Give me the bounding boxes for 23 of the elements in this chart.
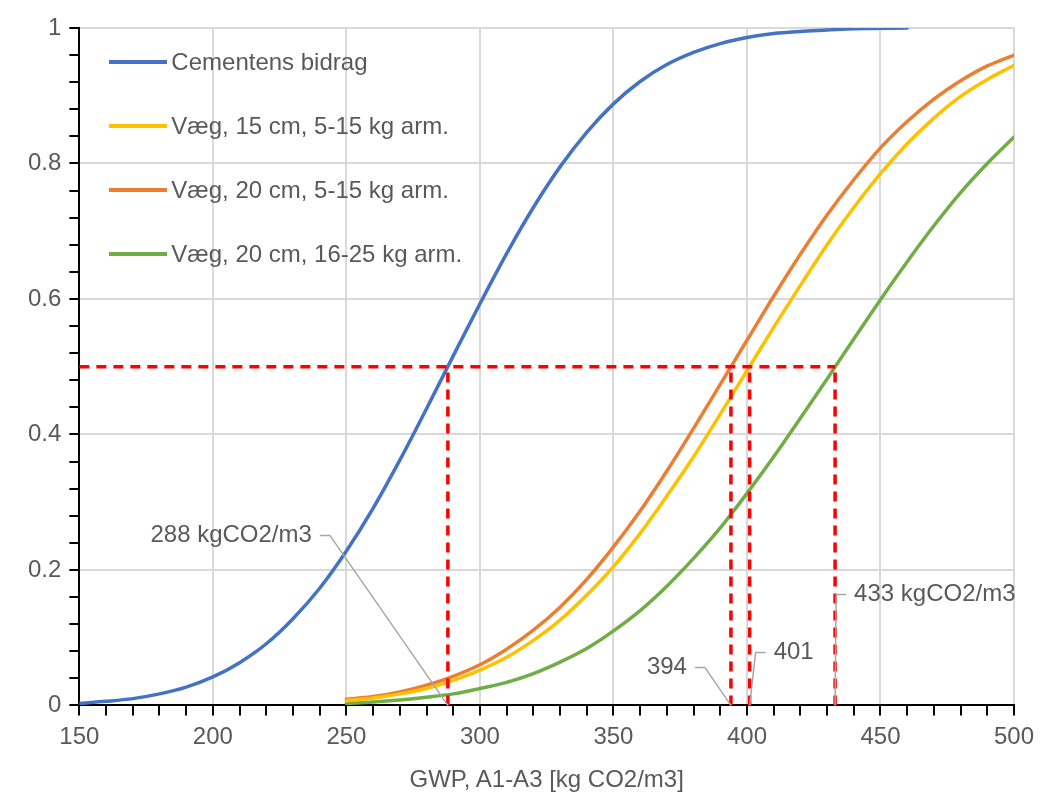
annotation: 433 kgCO2/m3 xyxy=(854,579,1016,607)
x-tick-label: 300 xyxy=(459,722,500,750)
annotation: 401 xyxy=(773,637,814,665)
x-tick-label: 400 xyxy=(726,722,767,750)
x-tick-label: 150 xyxy=(59,722,100,750)
annotation: 394 xyxy=(646,652,687,680)
x-tick-label: 450 xyxy=(860,722,901,750)
y-tick-label: 0.6 xyxy=(27,283,62,311)
x-tick-label: 350 xyxy=(593,722,634,750)
y-tick-label: 0.8 xyxy=(27,148,62,176)
legend-label: Cementens bidrag xyxy=(171,48,368,76)
y-tick-label: 0 xyxy=(48,690,62,718)
y-tick-label: 1 xyxy=(48,12,62,40)
x-tick-label: 200 xyxy=(192,722,233,750)
x-axis-title: GWP, A1-A3 [kg CO2/m3] xyxy=(409,765,684,793)
annotation: 288 kgCO2/m3 xyxy=(150,520,312,548)
x-tick-label: 250 xyxy=(326,722,367,750)
x-tick-label: 500 xyxy=(993,722,1035,750)
legend-label: Væg, 15 cm, 5-15 kg arm. xyxy=(171,112,449,140)
y-tick-label: 0.4 xyxy=(27,419,62,447)
y-tick-label: 0.2 xyxy=(27,554,62,582)
legend-label: Væg, 20 cm, 16-25 kg arm. xyxy=(171,240,463,268)
legend-label: Væg, 20 cm, 5-15 kg arm. xyxy=(171,176,449,204)
